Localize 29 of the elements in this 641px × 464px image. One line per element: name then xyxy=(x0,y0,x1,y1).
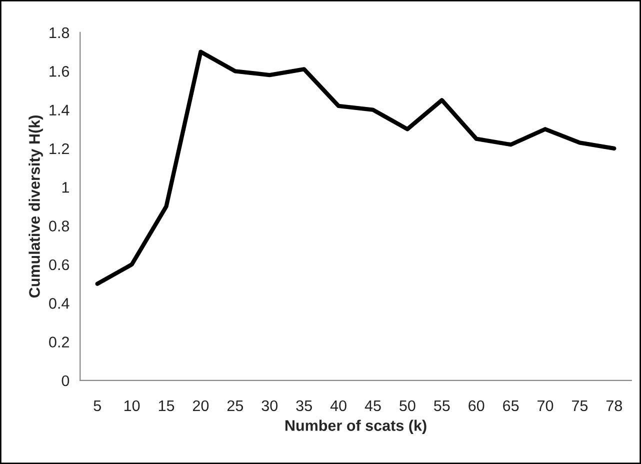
y-tick-label: 1 xyxy=(62,182,69,193)
y-tick-label: 0 xyxy=(62,375,70,386)
x-tick-label: 60 xyxy=(468,400,484,412)
x-tick-label: 78 xyxy=(606,400,622,412)
x-axis-title: Number of scats (k) xyxy=(285,420,426,434)
x-tick-label: 45 xyxy=(364,400,381,412)
x-tick-label: 40 xyxy=(330,400,346,412)
x-tick-label: 35 xyxy=(296,400,312,412)
y-tick-label: 0.4 xyxy=(49,298,70,309)
x-tick-label: 10 xyxy=(124,400,140,412)
x-tick-label: 70 xyxy=(538,400,554,412)
y-tick-label: 1.4 xyxy=(50,104,70,116)
line-series xyxy=(95,50,616,286)
x-tick-label: 75 xyxy=(572,400,588,412)
y-tick-label: 1.6 xyxy=(50,66,70,77)
x-tick-label: 50 xyxy=(400,400,416,412)
y-tick-label: 0.2 xyxy=(49,336,69,348)
x-tick-label: 30 xyxy=(262,400,278,412)
y-tick-label: 1.2 xyxy=(50,143,69,154)
y-axis-title: Cumulative diversity H(k) xyxy=(28,116,43,298)
x-tick-label: 15 xyxy=(158,400,174,412)
y-tick-label: 0.6 xyxy=(49,259,70,270)
x-tick-label: 55 xyxy=(434,400,450,412)
y-tick-label: 1.8 xyxy=(50,27,70,38)
y-tick-label: 0.8 xyxy=(49,220,70,232)
x-tick-label: 65 xyxy=(503,400,519,412)
x-tick-label: 20 xyxy=(192,400,209,412)
x-tick-label: 5 xyxy=(94,400,101,412)
x-tick-label: 25 xyxy=(227,400,244,412)
